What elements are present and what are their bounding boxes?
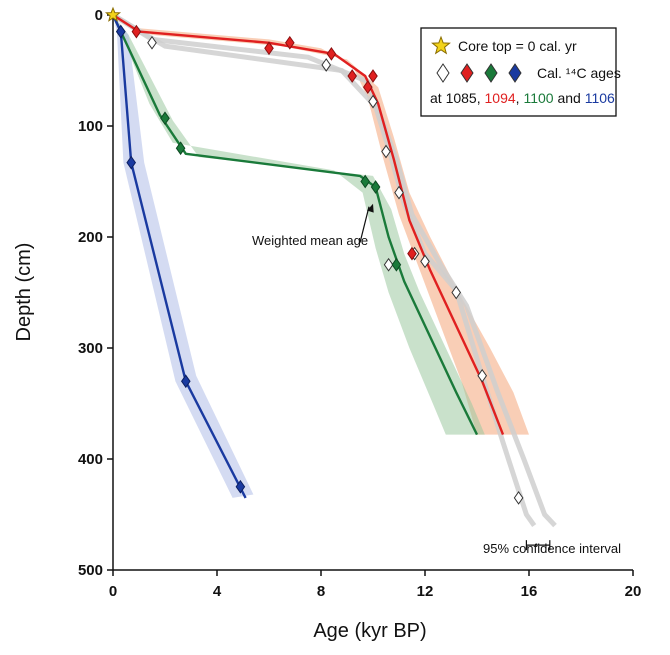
confidence-interval-bar xyxy=(525,540,551,551)
age-marker-1085 xyxy=(477,368,488,383)
y-tick-label: 200 xyxy=(78,229,103,246)
legend-core-1106: 1106 xyxy=(585,90,615,106)
core-top-star-icon xyxy=(104,6,122,22)
envelope-line-1085 xyxy=(111,12,537,528)
age-marker-1094 xyxy=(407,246,417,261)
age-marker-1085 xyxy=(383,257,394,272)
x-tick-label: 12 xyxy=(417,583,434,600)
legend-ages: Cal. ¹⁴C ages xyxy=(537,65,621,81)
age-marker-1094 xyxy=(326,46,337,61)
legend-core-top: Core top = 0 cal. yr xyxy=(458,38,577,54)
y-axis-label: Depth (cm) xyxy=(13,243,35,342)
legend-cores-prefix: at xyxy=(430,90,446,106)
legend-separator: , xyxy=(477,90,485,106)
age-marker-1094 xyxy=(362,80,373,95)
legend-separator: and xyxy=(554,90,585,106)
age-marker-1100 xyxy=(391,257,402,272)
legend: Core top = 0 cal. yr Cal. ¹⁴C ages at 10… xyxy=(420,27,621,117)
age-marker-1085 xyxy=(513,490,524,505)
x-tick-label: 4 xyxy=(213,583,222,600)
age-marker-1094 xyxy=(347,69,358,83)
age-marker-1085 xyxy=(394,185,404,200)
age-marker-1100 xyxy=(160,111,170,126)
age-marker-1100 xyxy=(175,141,186,156)
y-ticks: 0 100 200 300 400 500 xyxy=(78,7,113,579)
core-top-marker xyxy=(104,6,122,22)
age-marker-1085 xyxy=(420,254,430,269)
y-tick-label: 100 xyxy=(78,118,103,135)
legend-diamond-1085 xyxy=(436,63,450,83)
age-marker-1094 xyxy=(264,41,274,56)
weighted-mean-label: Weighted mean age xyxy=(252,233,368,248)
envelope-line-1085 xyxy=(111,12,557,528)
legend-core-1085: 1085 xyxy=(446,90,477,106)
core-1085-envelope xyxy=(111,12,557,528)
legend-ages-text: Cal. ¹⁴C ages xyxy=(537,65,621,81)
legend-diamond-1100 xyxy=(484,63,498,83)
confidence-band-1100 xyxy=(113,15,485,435)
legend-diamond-1106 xyxy=(508,63,522,83)
axes xyxy=(112,15,633,571)
age-marker-1106 xyxy=(126,155,137,170)
weighted-mean-arrowhead xyxy=(367,203,374,213)
age-marker-1085 xyxy=(368,94,378,109)
age-marker-1094 xyxy=(284,35,295,50)
y-tick-label: 0 xyxy=(95,7,103,24)
weighted-mean-arrow xyxy=(359,206,370,243)
y-tick-label: 500 xyxy=(78,562,103,579)
legend-diamond-icons xyxy=(436,63,522,83)
age-marker-1085 xyxy=(381,144,391,159)
age-marker-1085 xyxy=(321,58,332,72)
y-tick-label: 400 xyxy=(78,451,103,468)
x-tick-label: 20 xyxy=(625,583,642,600)
legend-core-1100: 1100 xyxy=(523,90,553,106)
age-marker-1085 xyxy=(147,35,157,50)
legend-cores: at 1085, 1094, 1100 and 1106 xyxy=(430,90,615,106)
age-marker-1106 xyxy=(235,479,246,494)
legend-separator: , xyxy=(516,90,524,106)
age-marker-1106 xyxy=(115,24,126,39)
legend-diamond-1094 xyxy=(460,63,474,83)
age-marker-1100 xyxy=(360,174,371,189)
mean-line-1094 xyxy=(112,13,505,436)
confidence-band-1106 xyxy=(113,15,254,498)
x-ticks: 0 4 8 12 16 20 xyxy=(109,570,642,600)
core-top-star-icon xyxy=(431,35,451,55)
x-tick-label: 8 xyxy=(317,583,325,600)
y-tick-label: 300 xyxy=(78,340,103,357)
x-axis-label: Age (kyr BP) xyxy=(313,620,426,642)
legend-core-1094: 1094 xyxy=(485,90,516,106)
age-marker-1085 xyxy=(451,285,462,300)
age-marker-1106 xyxy=(180,374,191,389)
x-tick-label: 16 xyxy=(521,583,538,600)
age-marker-1100 xyxy=(370,180,381,194)
age-marker-1094 xyxy=(131,24,142,39)
calibrated-age-markers xyxy=(115,24,524,505)
age-marker-1094 xyxy=(368,69,378,83)
annotations: Weighted mean age 95% confidence interva… xyxy=(252,203,621,556)
x-tick-label: 0 xyxy=(109,583,117,600)
confidence-interval-label: 95% confidence interval xyxy=(483,541,621,556)
